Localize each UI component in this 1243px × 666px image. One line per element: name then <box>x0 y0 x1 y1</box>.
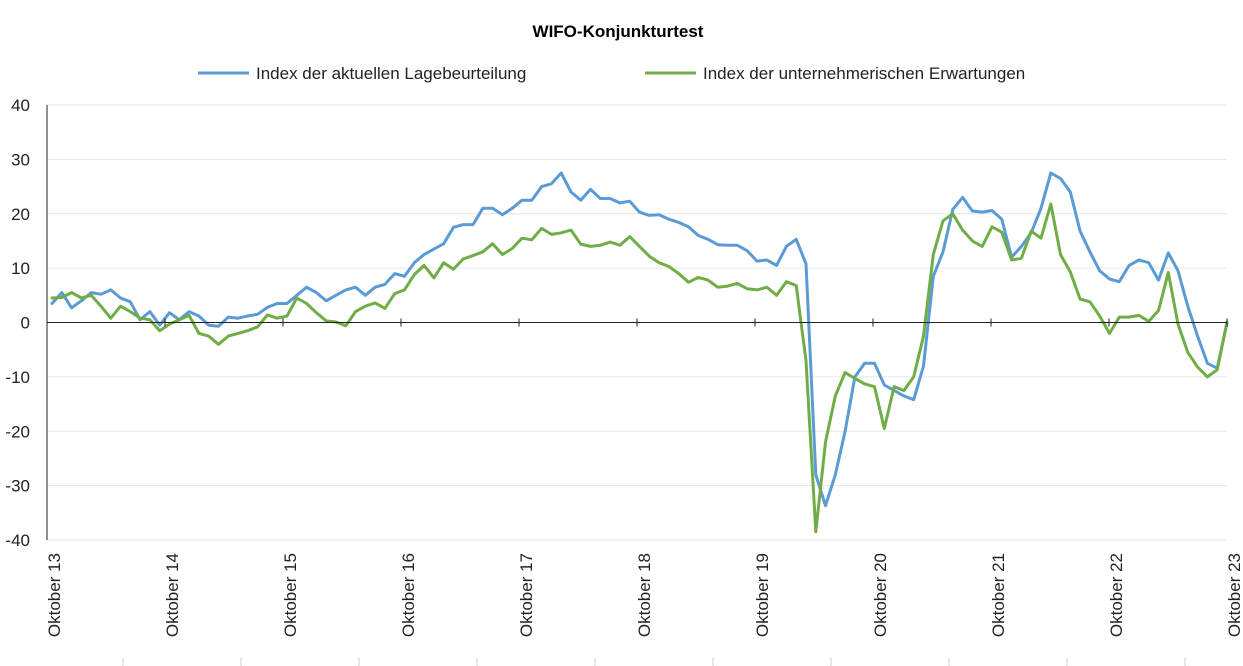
x-tick-label: Oktober 20 <box>871 553 890 637</box>
gridlines <box>47 104 1227 541</box>
y-tick-label: -30 <box>5 477 30 496</box>
y-tick-label: -10 <box>5 368 30 387</box>
x-tick-label: Oktober 19 <box>753 553 772 637</box>
y-axis-tick-labels: 40 30 20 10 0 -10 -20 -30 -40 <box>5 96 30 550</box>
x-tick-label: Oktober 23 <box>1225 553 1243 637</box>
legend-label-erwartungen: Index der unternehmerischen Erwartungen <box>703 64 1025 83</box>
y-tick-label: 10 <box>11 259 30 278</box>
bottom-axis-ticks <box>122 658 1186 666</box>
x-tick-label: Oktober 21 <box>989 553 1008 637</box>
y-tick-label: 0 <box>21 314 30 333</box>
x-axis <box>46 318 1228 327</box>
y-tick-label: 30 <box>11 150 30 169</box>
x-tick-label: Oktober 17 <box>517 553 536 637</box>
y-tick-label: 20 <box>11 205 30 224</box>
legend-label-lagebeurteilung: Index der aktuellen Lagebeurteilung <box>256 64 526 83</box>
x-tick-label: Oktober 16 <box>399 553 418 637</box>
series-line-lagebeurteilung <box>50 171 1229 508</box>
y-tick-label: 40 <box>11 96 30 115</box>
x-tick-label: Oktober 14 <box>163 553 182 637</box>
series <box>50 171 1229 534</box>
x-tick-label: Oktober 22 <box>1107 553 1126 637</box>
x-tick-label: Oktober 18 <box>635 553 654 637</box>
x-tick-label: Oktober 15 <box>281 553 300 637</box>
x-tick-label: Oktober 13 <box>45 553 64 637</box>
y-tick-label: -40 <box>5 531 30 550</box>
series-line-erwartungen <box>50 202 1229 534</box>
y-tick-label: -20 <box>5 422 30 441</box>
legend: Index der aktuellen Lagebeurteilung Inde… <box>198 64 1025 83</box>
x-axis-tick-labels: Oktober 13 Oktober 14 Oktober 15 Oktober 16… <box>45 553 1243 637</box>
chart-title: WIFO-Konjunkturtest <box>533 22 704 41</box>
